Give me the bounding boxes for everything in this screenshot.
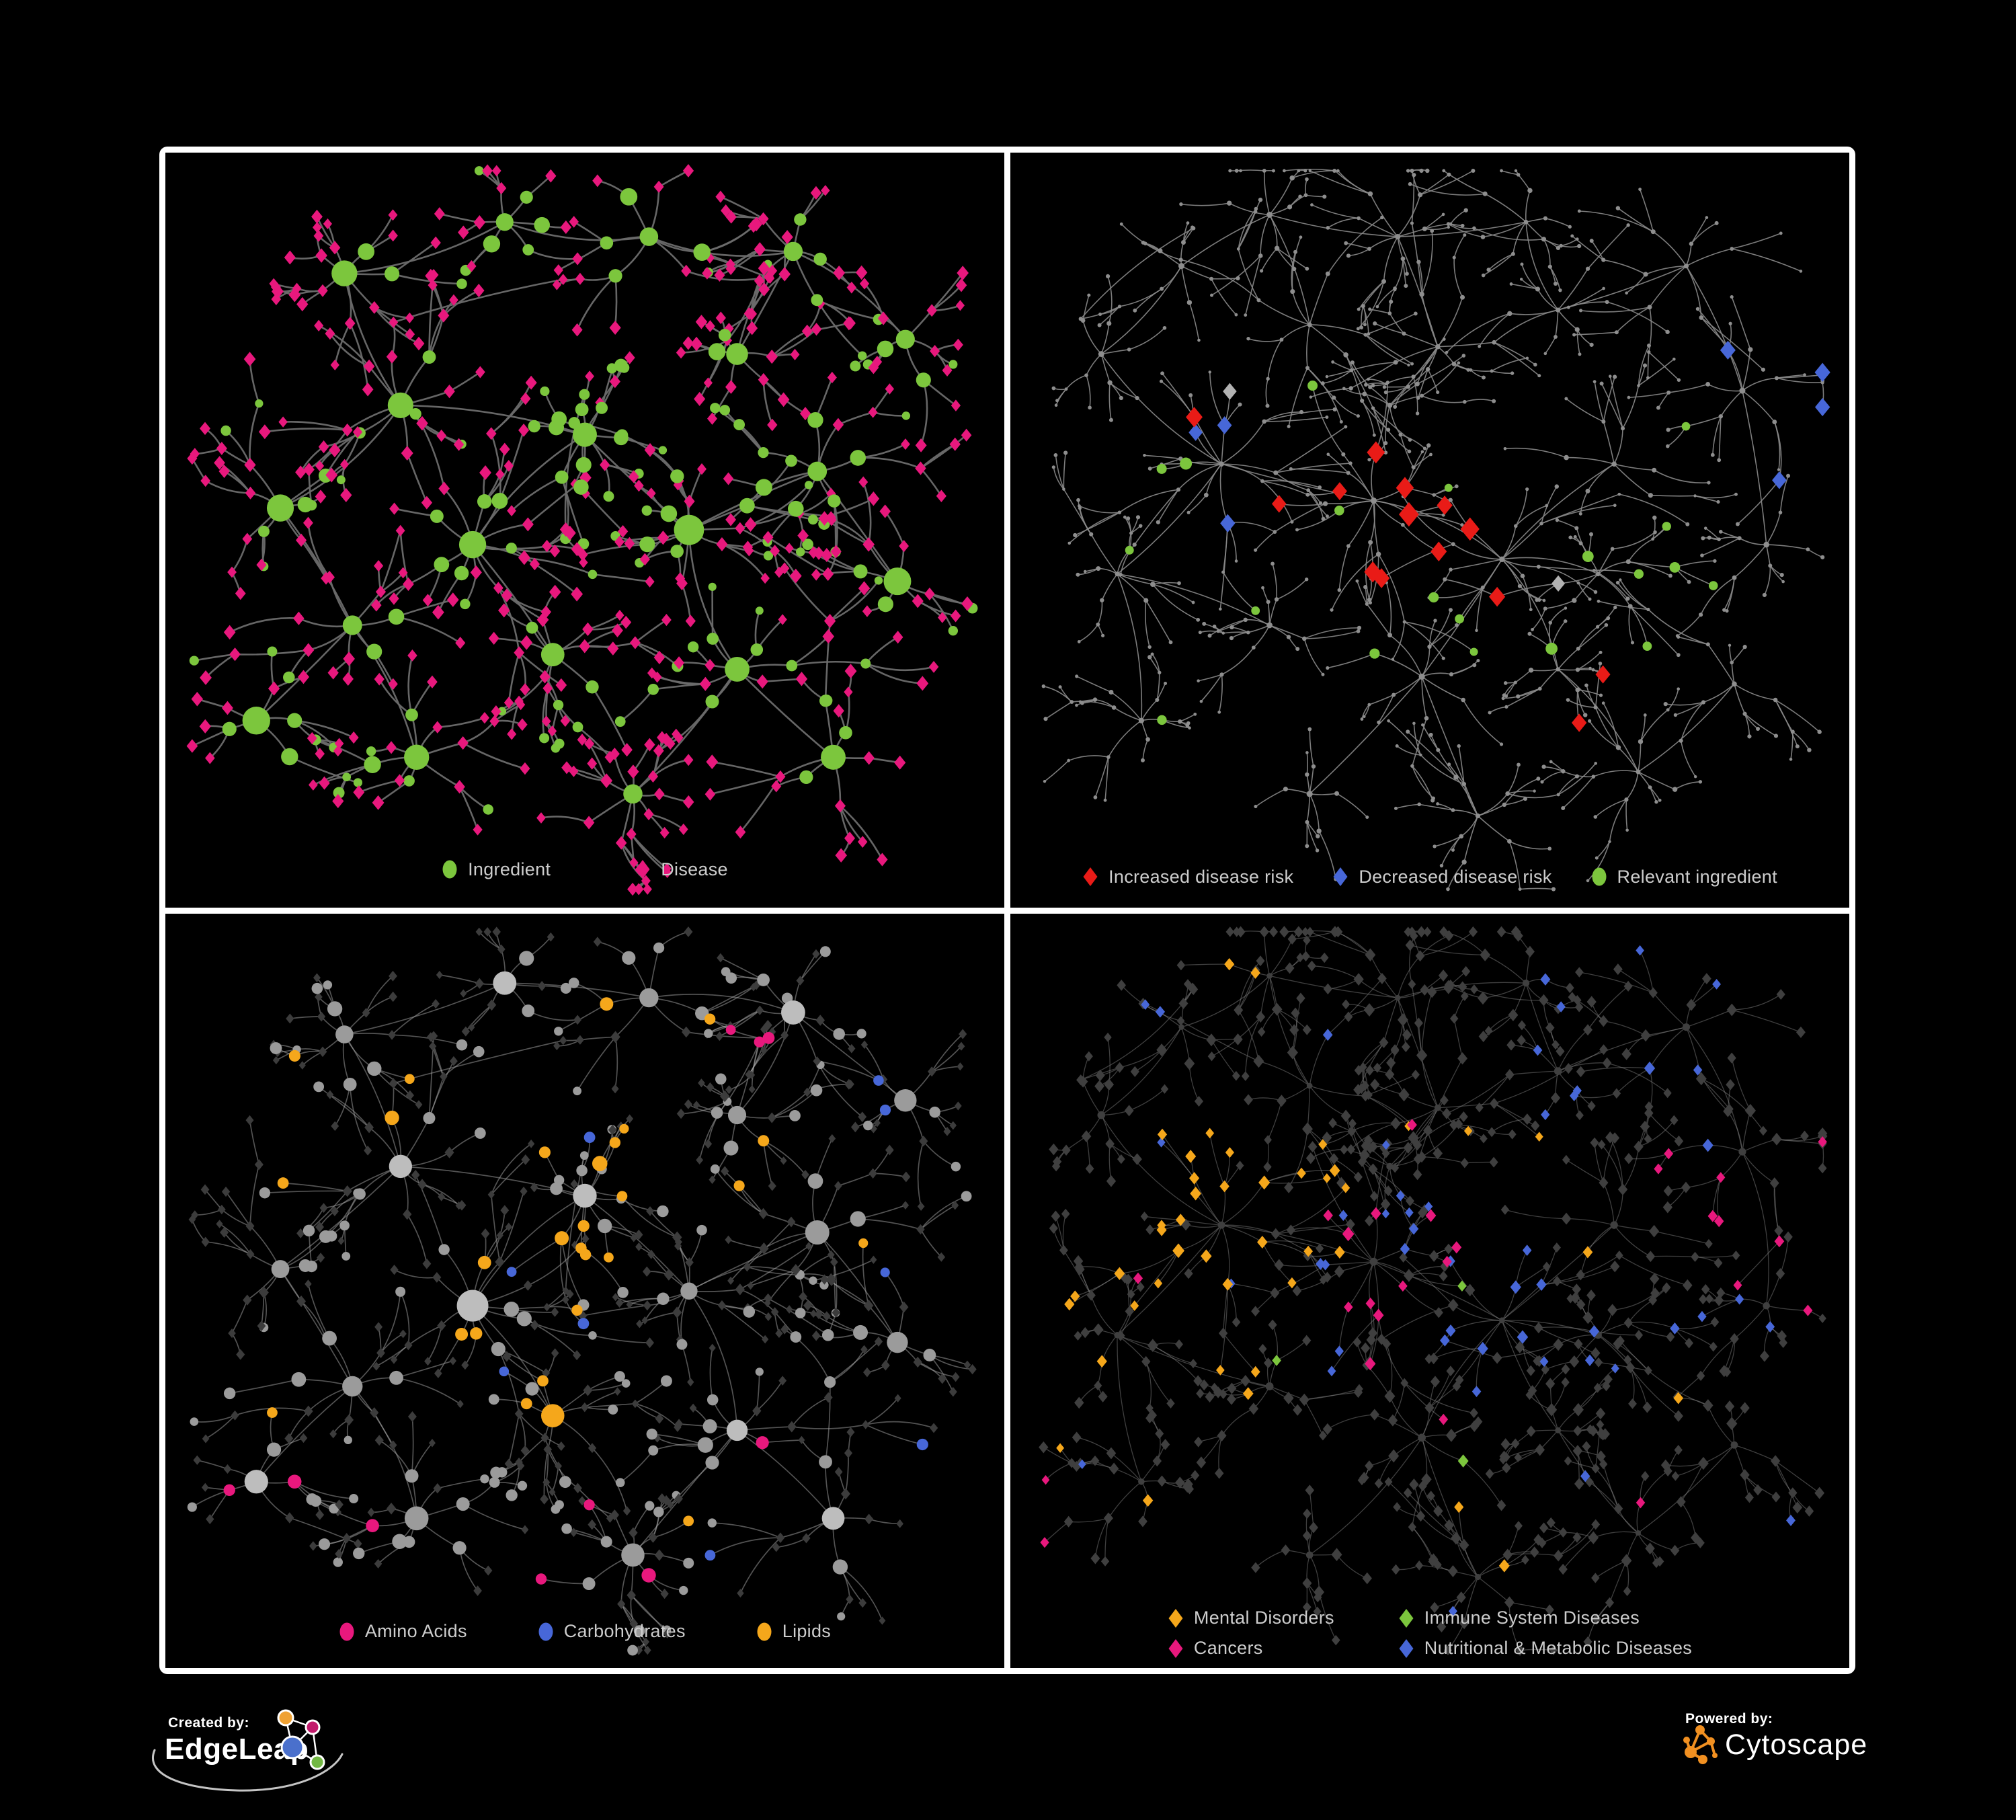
legend-label: Decreased disease risk xyxy=(1359,866,1552,887)
legend-swatch-circle xyxy=(757,1622,772,1640)
legend-label: Amino Acids xyxy=(364,1621,467,1641)
legend-swatch-circle xyxy=(538,1622,553,1640)
legend-label: Immune System Diseases xyxy=(1424,1608,1640,1628)
legend-item: Mental Disorders xyxy=(1168,1608,1334,1628)
network-canvas-nutrient-classes[interactable] xyxy=(165,914,1004,1669)
legend-item: Immune System Diseases xyxy=(1398,1608,1692,1628)
network-canvas-ingredient-disease[interactable] xyxy=(165,153,1004,908)
powered-by-label: Powered by: xyxy=(1685,1711,1773,1727)
legend-swatch-diamond xyxy=(1168,1608,1183,1628)
legend-swatch-diamond xyxy=(1399,1608,1414,1628)
legend-item: Lipids xyxy=(756,1621,831,1642)
legend-disease-categories: Mental Disorders Immune System Diseases Ca… xyxy=(1010,1608,1849,1659)
legend-label: Relevant ingredient xyxy=(1617,866,1777,887)
panel-disease-categories: Mental Disorders Immune System Diseases Ca… xyxy=(1010,913,1849,1669)
legend-label: Cancers xyxy=(1193,1638,1263,1658)
legend-swatch-circle xyxy=(1592,867,1607,886)
network-canvas-disease-risk[interactable] xyxy=(1010,153,1849,908)
legend-item: Increased disease risk xyxy=(1082,867,1293,887)
figure-grid: Ingredient Disease Increased disease risk… xyxy=(159,147,1855,1674)
legend-item: Nutritional & Metabolic Diseases xyxy=(1398,1638,1692,1659)
legend-ingredient-disease: Ingredient Disease xyxy=(165,859,1004,880)
legend-nutrient-classes: Amino Acids Carbohydrates Lipids xyxy=(165,1621,1004,1642)
legend-label: Carbohydrates xyxy=(563,1621,686,1641)
panel-disease-risk: Increased disease risk Decreased disease … xyxy=(1010,153,1849,908)
edgeleap-network-icon xyxy=(277,1709,325,1770)
legend-swatch-diamond xyxy=(1083,867,1098,886)
panel-ingredient-disease: Ingredient Disease xyxy=(165,153,1004,908)
legend-swatch-diamond xyxy=(1399,1638,1414,1658)
legend-label: Increased disease risk xyxy=(1108,866,1294,887)
legend-label: Ingredient xyxy=(468,859,551,879)
panel-nutrient-classes: Amino Acids Carbohydrates Lipids xyxy=(165,913,1004,1669)
legend-label: Lipids xyxy=(782,1621,832,1641)
legend-label: Mental Disorders xyxy=(1193,1608,1334,1628)
legend-swatch-diamond xyxy=(1168,1638,1183,1658)
legend-item: Decreased disease risk xyxy=(1332,867,1551,887)
created-by-label: Created by: xyxy=(168,1715,250,1731)
cytoscape-logo: Cytoscape xyxy=(1681,1725,1867,1764)
legend-item: Cancers xyxy=(1168,1638,1334,1659)
legend-swatch-diamond xyxy=(1333,867,1348,886)
legend-swatch-circle xyxy=(442,860,457,879)
legend-item: Disease xyxy=(635,859,728,880)
legend-label: Disease xyxy=(661,859,728,879)
legend-item: Relevant ingredient xyxy=(1591,867,1777,887)
cytoscape-logo-text: Cytoscape xyxy=(1725,1728,1868,1761)
legend-swatch-circle xyxy=(339,1622,354,1640)
legend-item: Ingredient xyxy=(442,859,551,880)
legend-label: Nutritional & Metabolic Diseases xyxy=(1424,1638,1693,1658)
legend-item: Carbohydrates xyxy=(538,1621,686,1642)
legend-disease-risk: Increased disease risk Decreased disease … xyxy=(1010,867,1849,887)
edgeleap-swoosh-icon xyxy=(152,1749,344,1792)
cytoscape-icon xyxy=(1683,1725,1718,1764)
legend-item: Amino Acids xyxy=(339,1621,467,1642)
network-canvas-disease-categories[interactable] xyxy=(1010,914,1849,1669)
legend-swatch-diamond xyxy=(635,860,650,879)
